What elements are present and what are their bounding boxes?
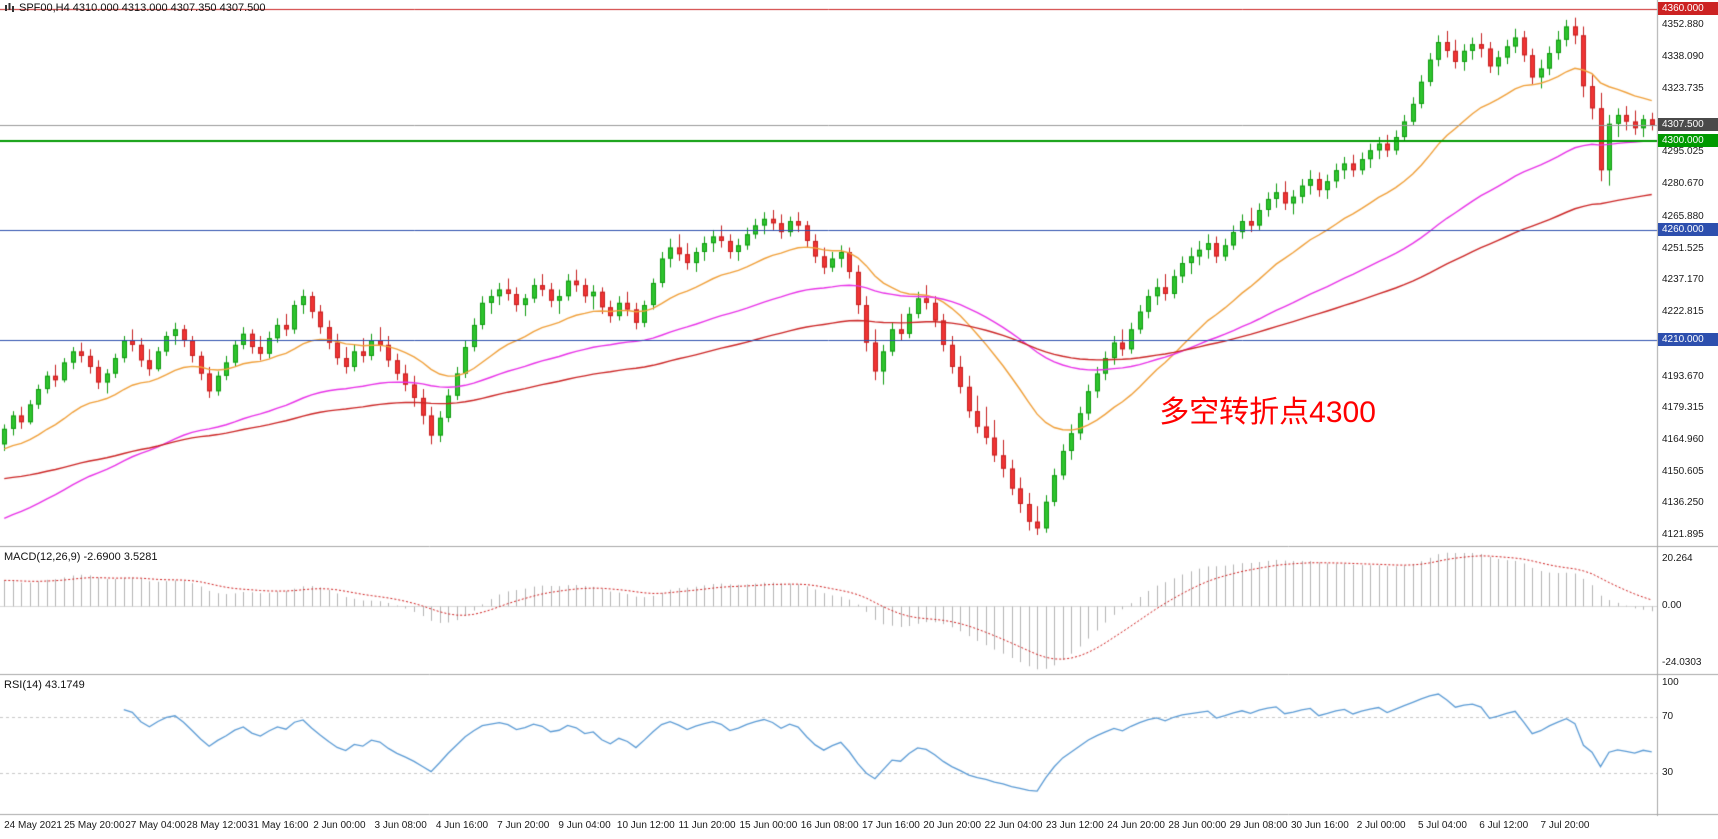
time-axis-label: 22 Jun 04:00 [984, 820, 1043, 831]
price-tag: 4210.000 [1658, 333, 1718, 347]
macd-axis-label: -24.0303 [1662, 656, 1702, 668]
time-axis-label: 17 Jun 16:00 [861, 820, 920, 831]
time-axis-label: 3 Jun 08:00 [374, 820, 427, 831]
time-axis-label: 9 Jun 04:00 [558, 820, 611, 831]
price-axis-label: 4193.670 [1662, 370, 1704, 382]
macd-axis-label: 0.00 [1662, 600, 1682, 612]
price-axis-label: 4323.735 [1662, 83, 1704, 94]
time-axis-label: 2 Jun 00:00 [313, 820, 366, 831]
price-tag: 4260.000 [1658, 222, 1718, 236]
price-axis-label: 4136.250 [1662, 497, 1704, 509]
time-axis-label: 7 Jul 20:00 [1540, 820, 1590, 831]
price-axis-label: 4251.525 [1662, 242, 1704, 254]
price-tag: 4307.500 [1658, 117, 1718, 131]
price-axis-label: 4280.670 [1662, 178, 1704, 190]
time-axis-label: 28 May 12:00 [186, 820, 248, 831]
price-axis-label: 4338.090 [1662, 51, 1704, 63]
time-axis-label: 20 Jun 20:00 [923, 820, 982, 831]
price-axis-label: 4179.315 [1662, 402, 1704, 414]
time-axis-label: 24 May 2021 [4, 820, 62, 831]
time-axis-label: 25 May 20:00 [63, 820, 125, 831]
price-axis-label: 4265.880 [1662, 210, 1704, 222]
price-tag: 4300.000 [1658, 134, 1718, 148]
time-axis-label: 28 Jun 00:00 [1168, 820, 1227, 831]
time-axis-label: 7 Jun 20:00 [497, 820, 550, 831]
candlestick-chart-icon [4, 3, 15, 13]
price-axis[interactable] [0, 0, 61, 816]
price-axis-label: 4121.895 [1662, 529, 1704, 541]
time-axis-label: 4 Jun 16:00 [435, 820, 489, 831]
rsi-indicator-label: RSI(14) 43.1749 [4, 679, 85, 691]
time-axis-label: 2 Jul 00:00 [1356, 820, 1406, 831]
time-axis-label: 30 Jun 16:00 [1290, 820, 1349, 831]
time-axis-label: 15 Jun 00:00 [739, 820, 798, 831]
price-axis-label: 4237.170 [1662, 274, 1704, 286]
time-axis-label: 5 Jul 04:00 [1417, 820, 1467, 831]
price-axis-label: 4150.605 [1662, 465, 1704, 477]
price-axis-label: 4164.960 [1662, 433, 1704, 445]
time-axis-label: 31 May 16:00 [247, 820, 309, 831]
macd-indicator-label: MACD(12,26,9) -2.6900 3.5281 [4, 551, 158, 563]
time-axis-label: 11 Jun 20:00 [678, 820, 736, 831]
time-axis-label: 6 Jul 12:00 [1479, 820, 1529, 831]
time-axis-label: 10 Jun 12:00 [616, 820, 675, 831]
time-axis-label: 23 Jun 12:00 [1045, 820, 1104, 831]
price-axis-label: 4295.025 [1662, 146, 1704, 158]
symbol-ohlc-text: SPF00,H4 4310.000 4313.000 4307.350 4307… [19, 2, 266, 14]
macd-axis-label: 20.264 [1662, 552, 1693, 564]
price-tag: 4360.000 [1658, 1, 1718, 15]
rsi-axis-label: 100 [1662, 677, 1679, 688]
price-axis-label: 4222.815 [1662, 306, 1704, 318]
time-axis-label: 27 May 04:00 [125, 820, 186, 831]
chart-title: SPF00,H4 4310.000 4313.000 4307.350 4307… [4, 2, 266, 14]
price-axis-label: 4352.880 [1662, 18, 1704, 30]
time-axis-label: 16 Jun 08:00 [800, 820, 859, 831]
time-axis-label: 29 Jun 08:00 [1229, 820, 1288, 831]
chart-annotation: 多空转折点4300 [1159, 395, 1376, 429]
rsi-axis-label: 30 [1662, 766, 1674, 778]
time-axis-label: 24 Jun 20:00 [1107, 820, 1165, 831]
rsi-axis-label: 70 [1662, 711, 1674, 723]
